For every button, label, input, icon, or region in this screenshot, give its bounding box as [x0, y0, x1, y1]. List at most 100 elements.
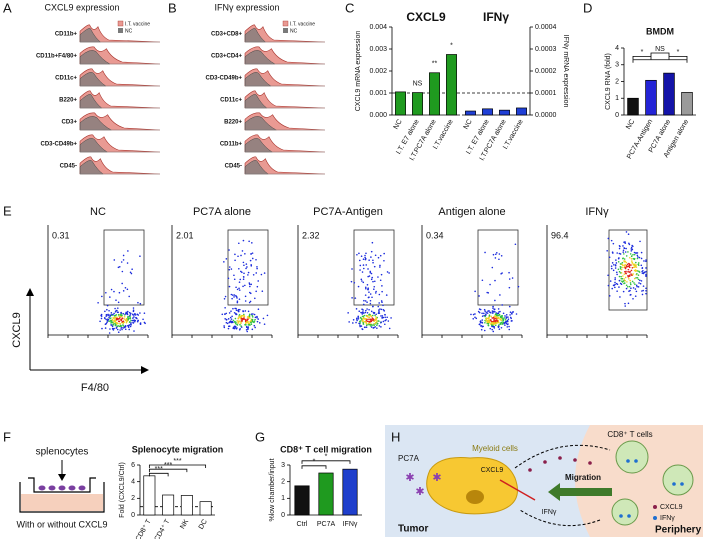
flow-event: [244, 300, 247, 302]
flow-event: [256, 315, 258, 318]
flow-event: [124, 313, 127, 315]
flow-event: [632, 263, 635, 265]
flow-event: [645, 274, 647, 276]
flow-event: [365, 309, 367, 312]
flow-event: [515, 313, 518, 315]
flow-event: [607, 284, 610, 287]
flow-event: [628, 266, 631, 269]
flow-event: [228, 312, 231, 314]
flow-event: [482, 325, 484, 328]
flow-event: [627, 270, 629, 273]
bracket: [148, 468, 188, 473]
flow-event: [641, 290, 643, 292]
flow-event: [245, 325, 248, 328]
flow-event: [235, 309, 238, 312]
flow-event: [240, 270, 242, 273]
flow-event: [492, 307, 494, 309]
h-label: CXCL9: [481, 467, 504, 474]
flow-event: [370, 310, 373, 313]
significance: *: [641, 49, 644, 56]
gate-percent: 96.4: [551, 230, 569, 240]
flow-event: [236, 288, 239, 291]
flow-event: [139, 322, 142, 325]
flow-event: [370, 318, 372, 321]
chart-title: CD8⁺ T cell migration: [280, 444, 372, 454]
h-legend: IFNγ: [660, 515, 675, 522]
flow-event: [366, 301, 368, 303]
flow-event: [123, 318, 126, 320]
flow-event: [371, 314, 374, 317]
flow-event: [224, 313, 226, 315]
ifng-dot: [680, 482, 684, 486]
flow-event: [372, 311, 375, 314]
flow-event: [122, 324, 124, 326]
flow-event: [118, 320, 121, 323]
flow-event: [615, 271, 618, 274]
flow-event: [385, 294, 388, 296]
pc7a-star: ✱: [415, 486, 424, 498]
flow-event: [635, 269, 638, 272]
flow-event: [121, 270, 124, 273]
flow-event: [118, 291, 121, 294]
flow-event: [372, 305, 374, 308]
flow-event: [363, 321, 366, 323]
y-tick-label: 0.003: [369, 46, 387, 53]
flow-event: [110, 312, 113, 314]
flow-event: [499, 315, 502, 318]
flow-event: [122, 254, 125, 257]
x-tick-label: DC: [198, 518, 209, 530]
flow-event: [132, 307, 135, 309]
flow-event: [369, 293, 372, 295]
flow-event: [127, 319, 129, 321]
legend-swatch: [282, 20, 289, 27]
flow-event: [109, 314, 111, 316]
bar: [429, 72, 440, 116]
flow-event: [373, 280, 376, 283]
gate-percent: 0.34: [426, 230, 444, 240]
y-tick-label: 4: [131, 479, 135, 486]
flow-event: [125, 311, 127, 314]
flow-event: [231, 320, 234, 323]
row-label: CD3-CD49b+: [40, 142, 77, 148]
flow-event: [642, 285, 645, 287]
flow-event: [125, 321, 128, 324]
flow-event: [245, 324, 247, 326]
row-label: CD11c+: [220, 98, 242, 104]
flow-y-label: CXCL9: [11, 312, 23, 347]
flow-title: IFNγ: [585, 206, 609, 218]
flow-event: [641, 267, 644, 269]
flow-event: [492, 311, 494, 313]
flow-event: [112, 313, 114, 316]
flow-event: [625, 247, 627, 250]
flow-event: [623, 282, 626, 284]
y-tick-label: 3: [281, 462, 285, 469]
flow-event: [495, 312, 497, 315]
flow-event: [483, 329, 486, 332]
flow-event: [494, 315, 496, 318]
flow-event: [630, 250, 633, 252]
flow-event: [238, 289, 241, 291]
x-tick-label: CD4⁺ T: [153, 518, 171, 539]
flow-event: [614, 278, 616, 281]
flow-event: [477, 310, 480, 313]
flow-event: [500, 272, 502, 275]
flow-event: [632, 253, 634, 256]
flow-event: [104, 327, 107, 329]
flow-event: [231, 297, 233, 300]
flow-event: [124, 328, 127, 331]
x-tick-label: NC: [625, 118, 636, 130]
flow-event: [378, 312, 381, 314]
flow-event: [375, 313, 377, 316]
flow-event: [129, 316, 131, 318]
flow-event: [117, 314, 120, 316]
flow-event: [119, 324, 122, 327]
flow-event: [630, 287, 632, 290]
flow-event: [504, 324, 506, 326]
flow-event: [355, 321, 357, 324]
flow-event: [369, 271, 372, 274]
flow-event: [240, 325, 242, 327]
flow-event: [108, 320, 110, 323]
flow-event: [228, 285, 231, 288]
significance: *: [450, 42, 453, 49]
flow-event: [487, 292, 490, 294]
